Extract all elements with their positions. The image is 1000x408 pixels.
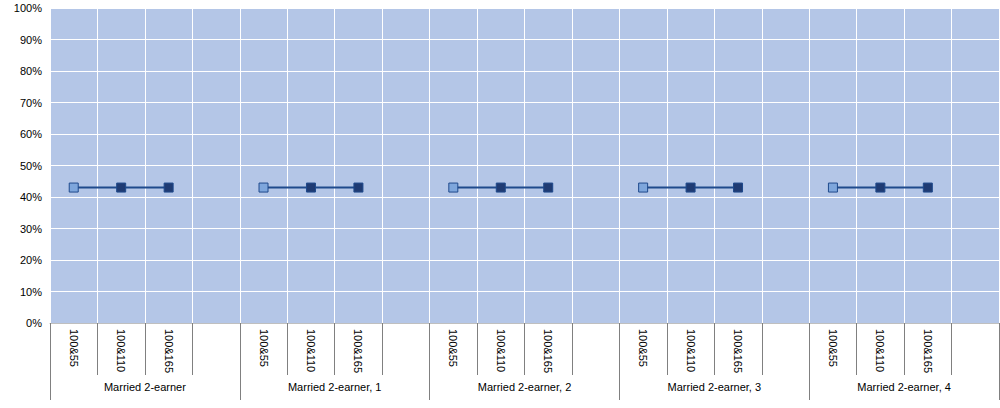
svg-text:80%: 80% — [20, 65, 42, 77]
svg-text:30%: 30% — [20, 223, 42, 235]
svg-text:100&55: 100&55 — [447, 329, 459, 367]
svg-text:Married 2-earner, 1: Married 2-earner, 1 — [288, 381, 382, 393]
svg-text:100&55: 100&55 — [258, 329, 270, 367]
svg-text:100&165: 100&165 — [732, 329, 744, 373]
svg-text:100&110: 100&110 — [115, 329, 127, 372]
svg-text:70%: 70% — [20, 97, 42, 109]
svg-text:40%: 40% — [20, 191, 42, 203]
svg-text:20%: 20% — [20, 254, 42, 266]
svg-text:100&165: 100&165 — [922, 329, 934, 373]
svg-text:100&165: 100&165 — [352, 329, 364, 373]
svg-text:100%: 100% — [14, 2, 42, 14]
svg-text:60%: 60% — [20, 128, 42, 140]
svg-text:100&110: 100&110 — [305, 329, 317, 372]
svg-text:100&55: 100&55 — [68, 329, 80, 367]
svg-text:100&110: 100&110 — [495, 329, 507, 372]
svg-text:50%: 50% — [20, 160, 42, 172]
svg-text:Married 2-earner, 2: Married 2-earner, 2 — [478, 381, 572, 393]
svg-text:100&55: 100&55 — [827, 329, 839, 367]
svg-text:100&55: 100&55 — [637, 329, 649, 367]
svg-text:100&165: 100&165 — [542, 329, 554, 373]
svg-text:Married 2-earner: Married 2-earner — [104, 381, 186, 393]
svg-text:Married 2-earner, 4: Married 2-earner, 4 — [857, 381, 951, 393]
svg-text:10%: 10% — [20, 286, 42, 298]
svg-text:0%: 0% — [26, 317, 42, 329]
svg-text:100&165: 100&165 — [163, 329, 175, 373]
svg-text:100&110: 100&110 — [874, 329, 886, 372]
svg-text:90%: 90% — [20, 34, 42, 46]
svg-text:100&110: 100&110 — [685, 329, 697, 372]
svg-text:Married 2-earner, 3: Married 2-earner, 3 — [668, 381, 762, 393]
